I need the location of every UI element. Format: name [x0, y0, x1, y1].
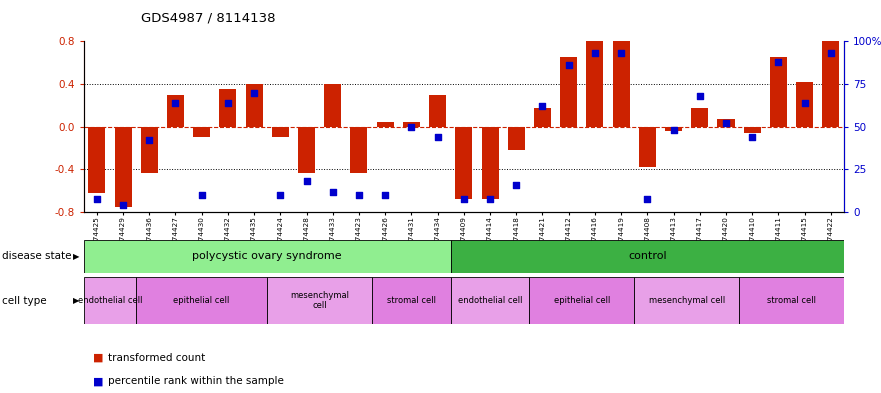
Text: ■: ■ — [93, 376, 103, 386]
Bar — [88, 127, 106, 193]
Point — [824, 50, 838, 56]
Bar — [167, 95, 184, 127]
Point — [300, 178, 314, 185]
Point — [195, 192, 209, 198]
Text: disease state: disease state — [2, 252, 71, 261]
Bar — [451, 277, 529, 324]
Point — [116, 202, 130, 209]
Bar — [692, 108, 708, 127]
Text: GDS4987 / 8114138: GDS4987 / 8114138 — [141, 12, 276, 25]
Text: transformed count: transformed count — [108, 353, 205, 363]
Bar — [272, 127, 289, 138]
Text: ▶: ▶ — [73, 252, 79, 261]
Bar — [372, 277, 451, 324]
Point — [221, 100, 235, 106]
Text: mesenchymal
cell: mesenchymal cell — [290, 291, 349, 310]
Bar — [455, 127, 472, 199]
Text: endothelial cell: endothelial cell — [458, 296, 522, 305]
Point — [588, 50, 602, 56]
Point — [562, 62, 576, 68]
Bar — [84, 240, 451, 273]
Point — [614, 50, 628, 56]
Bar — [267, 277, 372, 324]
Bar — [587, 39, 603, 127]
Text: percentile rank within the sample: percentile rank within the sample — [108, 376, 285, 386]
Text: epithelial cell: epithelial cell — [174, 296, 230, 305]
Point — [640, 195, 655, 202]
Point — [719, 120, 733, 127]
Bar — [115, 127, 131, 207]
Bar — [482, 127, 499, 199]
Bar — [534, 108, 551, 127]
Point — [142, 137, 156, 143]
Bar — [612, 41, 630, 127]
Bar — [507, 127, 525, 150]
Bar — [739, 277, 844, 324]
Point — [772, 59, 786, 65]
Point — [90, 195, 104, 202]
Text: polycystic ovary syndrome: polycystic ovary syndrome — [192, 252, 342, 261]
Bar — [219, 89, 236, 127]
Point — [797, 100, 811, 106]
Point — [431, 134, 445, 140]
Bar — [822, 41, 840, 127]
Point — [352, 192, 366, 198]
Point — [404, 123, 418, 130]
Bar — [634, 277, 739, 324]
Bar — [351, 127, 367, 173]
Bar — [529, 277, 634, 324]
Bar — [377, 123, 394, 127]
Point — [536, 103, 550, 109]
Bar — [639, 127, 655, 167]
Point — [692, 93, 707, 99]
Bar — [403, 123, 420, 127]
Text: control: control — [628, 252, 667, 261]
Bar — [137, 277, 267, 324]
Point — [247, 90, 261, 96]
Bar — [298, 127, 315, 173]
Point — [378, 192, 392, 198]
Bar — [324, 84, 341, 127]
Point — [745, 134, 759, 140]
Text: cell type: cell type — [2, 296, 47, 306]
Text: ▶: ▶ — [73, 296, 79, 305]
Point — [509, 182, 523, 188]
Bar — [429, 95, 446, 127]
Text: stromal cell: stromal cell — [387, 296, 436, 305]
Point — [456, 195, 470, 202]
Bar — [451, 240, 844, 273]
Text: epithelial cell: epithelial cell — [553, 296, 610, 305]
Bar — [141, 127, 158, 173]
Bar — [560, 57, 577, 127]
Bar — [744, 127, 761, 133]
Bar — [193, 127, 211, 138]
Bar — [665, 127, 682, 131]
Point — [326, 189, 340, 195]
Point — [667, 127, 681, 133]
Bar — [717, 119, 735, 127]
Point — [273, 192, 287, 198]
Text: mesenchymal cell: mesenchymal cell — [648, 296, 725, 305]
Bar — [84, 277, 137, 324]
Text: endothelial cell: endothelial cell — [78, 296, 142, 305]
Text: ■: ■ — [93, 353, 103, 363]
Text: stromal cell: stromal cell — [767, 296, 816, 305]
Bar — [770, 57, 787, 127]
Point — [483, 195, 497, 202]
Bar — [796, 82, 813, 127]
Bar — [246, 84, 263, 127]
Point — [168, 100, 182, 106]
